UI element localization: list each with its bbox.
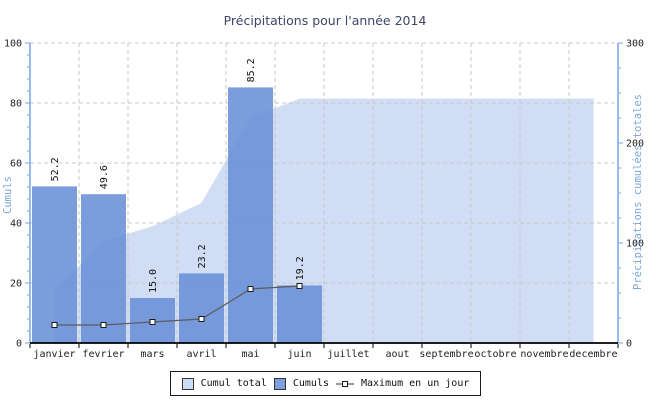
line-marker-icon <box>198 316 205 322</box>
line-marker-icon <box>51 322 58 328</box>
month-label-fevrier: fevrier <box>82 349 124 360</box>
month-label-juin: juin <box>287 349 311 360</box>
bar-juin <box>277 285 322 343</box>
right-axis-title: Précipitations cumulées totales <box>632 94 644 290</box>
left-tick-label: 20 <box>10 279 22 290</box>
month-label-aout: aout <box>385 349 409 360</box>
right-tick-label: 0 <box>626 339 632 350</box>
left-tick-label: 40 <box>10 219 22 230</box>
left-tick-label: 80 <box>10 99 22 110</box>
bar-value-labels: 52.2 49.6 15.0 23.2 85.2 19.2 <box>50 58 306 293</box>
tick-labels: 0 20 40 60 80 100 0 100 200 300 janvier fevrier mars… <box>4 39 644 361</box>
month-label-juillet: juillet <box>327 349 369 360</box>
legend-label-cumuls: Cumuls <box>292 378 329 389</box>
bar-fevrier <box>81 194 126 343</box>
month-label-septembre: septembre <box>419 349 473 360</box>
line-marker-icon <box>149 319 156 325</box>
bar-value-label: 19.2 <box>295 256 306 280</box>
line-series-maximum <box>51 283 303 328</box>
legend: Cumul total Cumuls Maximum en un jour <box>170 371 481 396</box>
month-label-octobre: octobre <box>474 349 516 360</box>
legend-line-marker-icon <box>335 379 354 389</box>
bar-mai <box>228 87 273 344</box>
right-tick-label: 300 <box>626 39 644 50</box>
right-tick-label: 100 <box>626 239 644 250</box>
month-label-janvier: janvier <box>33 349 75 360</box>
bar-value-label: 15.0 <box>148 269 159 293</box>
legend-marker-square <box>341 380 348 387</box>
bar-value-label: 23.2 <box>197 244 208 268</box>
left-axis-title: Cumuls <box>2 176 14 214</box>
line-marker-icon <box>100 322 107 328</box>
month-label-mai: mai <box>241 349 259 360</box>
line-marker-icon <box>247 286 254 292</box>
gridlines <box>30 42 618 343</box>
right-tick-label: 200 <box>626 139 644 150</box>
legend-label-maximum: Maximum en un jour <box>360 378 470 389</box>
bar-avril <box>179 273 224 343</box>
bar-value-label: 85.2 <box>246 58 257 82</box>
axes <box>25 42 623 348</box>
legend-swatch-cumuls-icon <box>273 377 286 390</box>
month-label-decembre: decembre <box>569 349 617 360</box>
legend-swatch-cumul-total-icon <box>181 377 194 390</box>
line-marker-icon <box>296 283 303 289</box>
month-label-avril: avril <box>186 349 216 360</box>
month-label-mars: mars <box>140 349 164 360</box>
month-label-novembre: novembre <box>520 349 568 360</box>
bar-janvier <box>32 186 77 343</box>
max-line <box>54 285 300 326</box>
legend-label-cumul-total: Cumul total <box>200 378 267 389</box>
left-tick-label: 0 <box>16 339 22 350</box>
chart-title: Précipitations pour l'année 2014 <box>223 13 427 28</box>
bar-value-label: 49.6 <box>99 165 110 189</box>
left-tick-label: 100 <box>4 39 22 50</box>
bar-value-label: 52.2 <box>50 157 61 181</box>
left-tick-label: 60 <box>10 159 22 170</box>
